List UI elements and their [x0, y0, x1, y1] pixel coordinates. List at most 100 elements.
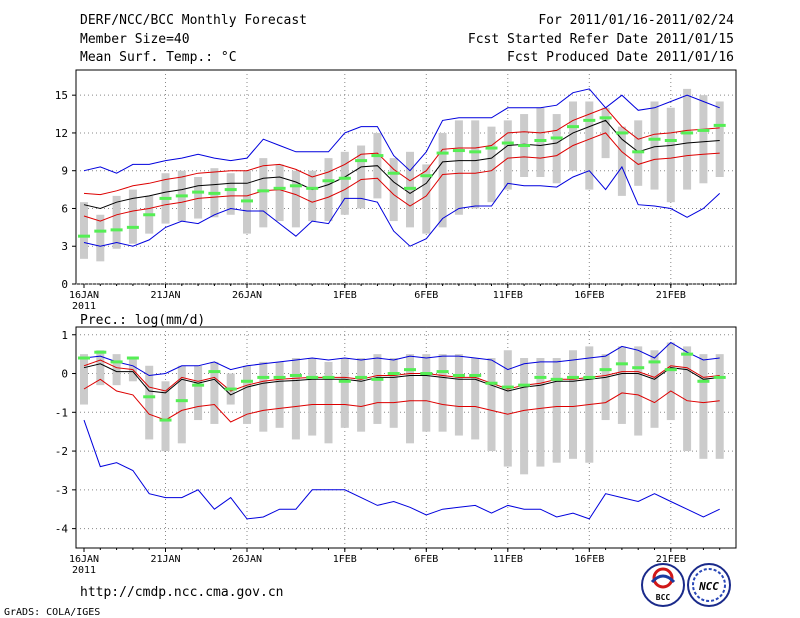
range-box: [454, 120, 463, 215]
mean-marker: [485, 381, 498, 385]
mean-marker: [371, 377, 384, 381]
mean-marker: [713, 123, 726, 127]
forecast-period: For 2011/01/16-2011/02/24: [538, 13, 734, 28]
mean-marker: [567, 125, 579, 129]
range-box: [650, 350, 659, 428]
range-box: [128, 189, 137, 244]
range-box: [161, 381, 170, 452]
mean-marker: [501, 385, 514, 389]
x-tick-label: 21JAN: [150, 554, 180, 565]
mean-marker: [94, 350, 107, 354]
range-box: [699, 354, 708, 459]
range-box: [715, 101, 724, 177]
range-box: [520, 358, 529, 475]
mean-marker: [110, 360, 123, 364]
range-box: [96, 214, 105, 262]
mean-marker: [257, 189, 270, 193]
mean-marker: [143, 213, 156, 217]
mean-marker: [681, 352, 694, 356]
mean-marker: [289, 184, 302, 188]
range-box: [666, 342, 675, 421]
mean-marker: [355, 159, 368, 163]
mean-marker: [371, 154, 384, 158]
y-tick-label: 0: [61, 368, 68, 381]
mean-marker: [599, 116, 612, 120]
range-box: [650, 101, 659, 190]
series-upper-red: [83, 359, 720, 392]
range-box: [617, 126, 626, 196]
mean-marker: [143, 395, 156, 399]
x-tick-label: 21FEB: [656, 554, 686, 565]
mean-marker: [338, 176, 351, 180]
mean-marker: [469, 373, 482, 377]
mean-marker: [175, 399, 188, 403]
mean-marker: [420, 174, 433, 178]
range-box: [96, 350, 105, 386]
y-tick-label: 6: [61, 202, 68, 215]
series-upper-blue: [83, 88, 720, 174]
mean-marker: [615, 362, 628, 366]
range-box: [308, 170, 317, 222]
mean-marker: [550, 377, 563, 381]
mean-marker: [387, 372, 400, 376]
mean-marker: [697, 128, 710, 132]
mean-marker: [632, 366, 645, 370]
mean-marker: [322, 375, 335, 379]
range-box: [177, 365, 186, 444]
series-ensemble-mean: [83, 119, 720, 210]
range-box: [373, 354, 382, 424]
mean-marker: [534, 138, 547, 142]
mean-marker: [306, 375, 319, 379]
mean-marker: [273, 375, 286, 379]
mean-marker: [404, 368, 416, 372]
range-box: [585, 101, 594, 190]
mean-marker: [126, 225, 139, 229]
mean-marker: [192, 190, 205, 194]
mean-marker: [436, 151, 449, 155]
bcc-logo: BCC: [641, 563, 685, 607]
mean-marker: [648, 360, 661, 364]
range-box: [357, 145, 366, 209]
series-upper-red: [83, 107, 720, 196]
forecast-produced: Fcst Produced Date 2011/01/16: [507, 50, 734, 65]
mean-marker: [664, 368, 677, 372]
mean-marker: [485, 146, 498, 150]
range-box: [194, 177, 203, 219]
mean-marker: [420, 372, 433, 376]
source-url: http://cmdp.ncc.cma.gov.cn: [80, 585, 284, 600]
temperature-label: Mean Surf. Temp.: °C: [80, 50, 237, 65]
range-box: [683, 346, 692, 452]
range-box: [389, 158, 398, 222]
range-box: [438, 132, 447, 228]
precipitation-label: Prec.: log(mm/d): [80, 313, 205, 328]
mean-marker: [110, 228, 123, 232]
range-box: [487, 126, 496, 203]
mean-marker: [224, 188, 237, 192]
mean-marker: [175, 194, 188, 198]
ncc-logo: NCC: [687, 563, 731, 607]
mean-marker: [615, 131, 628, 135]
range-box: [471, 358, 480, 440]
range-box: [617, 346, 626, 424]
mean-marker: [241, 379, 253, 383]
y-tick-label: 15: [55, 89, 68, 102]
mean-marker: [436, 370, 449, 374]
mean-marker: [648, 137, 661, 141]
range-box: [552, 358, 561, 463]
mean-marker: [94, 229, 107, 233]
mean-marker: [159, 418, 172, 422]
range-box: [275, 361, 284, 428]
mean-marker: [534, 375, 547, 379]
range-box: [683, 88, 692, 190]
mean-marker: [159, 196, 172, 200]
x-tick-label: 16FEB: [574, 554, 604, 565]
range-box: [357, 358, 366, 432]
range-box: [699, 95, 708, 184]
mean-marker: [681, 131, 694, 135]
range-box: [536, 358, 545, 467]
range-box: [243, 365, 251, 424]
y-tick-label: 1: [61, 329, 68, 342]
mean-marker: [322, 179, 335, 183]
x-tick-label: 6FEB: [414, 290, 438, 301]
bcc-logo-text: BCC: [656, 593, 671, 602]
